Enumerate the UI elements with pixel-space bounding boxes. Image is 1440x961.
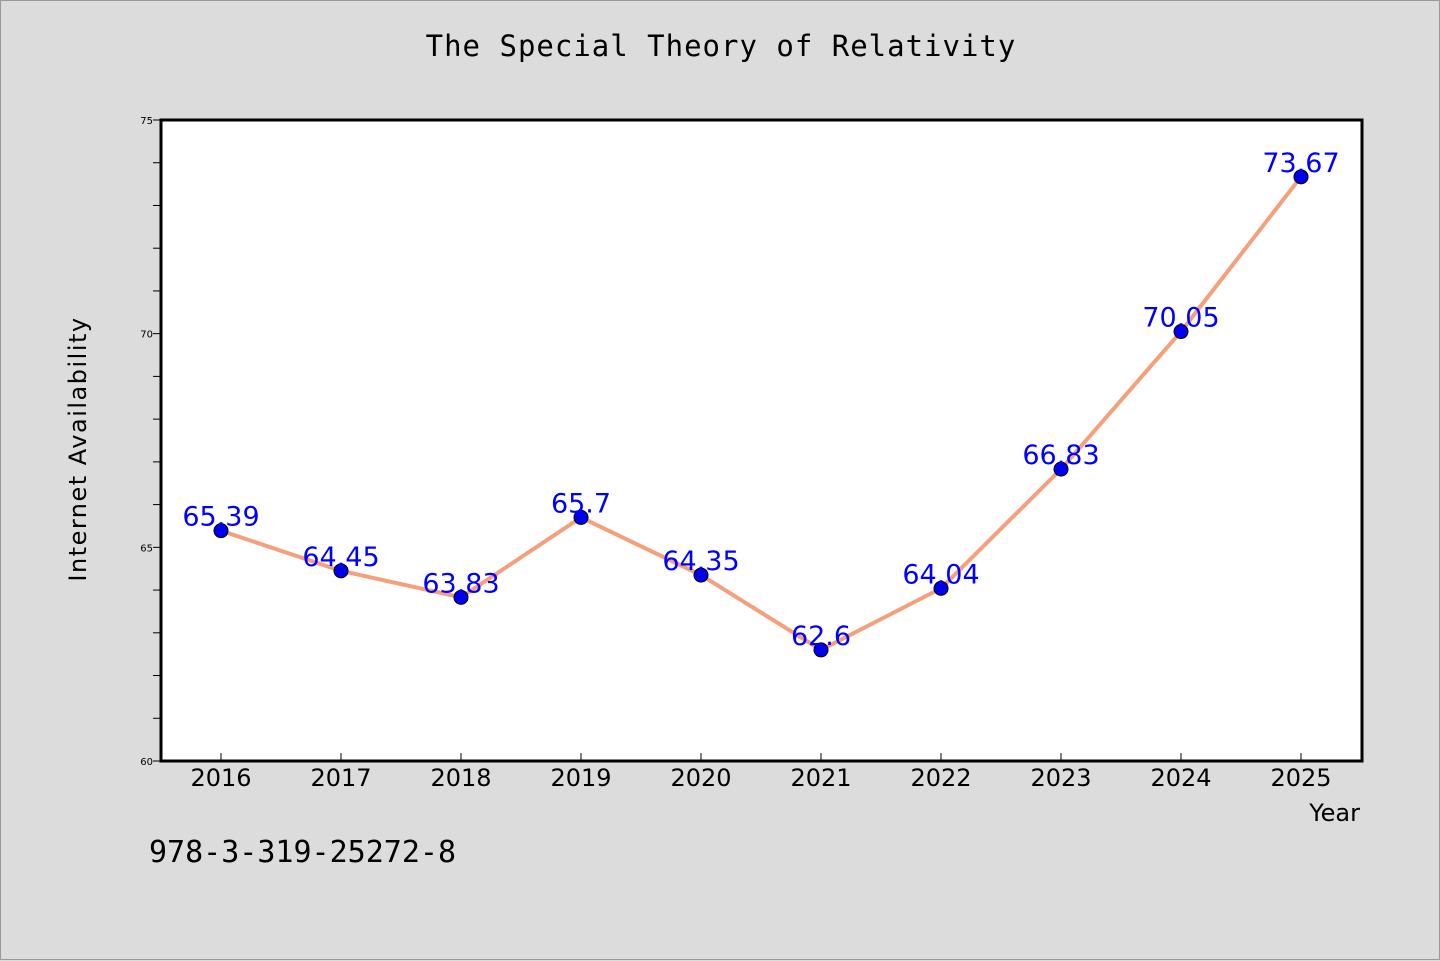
y-tick-label: 75 — [140, 116, 153, 127]
data-point — [213, 523, 229, 539]
x-tick-label: 2020 — [670, 764, 731, 792]
x-tick-label: 2019 — [550, 764, 611, 792]
data-point — [333, 563, 349, 579]
data-label: 65.7 — [551, 488, 611, 519]
x-axis-label: Year — [1308, 799, 1360, 827]
data-label: 73.67 — [1262, 148, 1339, 179]
series-line — [219, 174, 1303, 652]
x-tick-label: 2017 — [310, 764, 371, 792]
y-axis-label: Internet Availability — [64, 316, 92, 581]
data-point — [1053, 461, 1069, 477]
y-tick-label: 65 — [140, 543, 153, 554]
data-label: 65.39 — [182, 502, 259, 533]
data-point — [813, 642, 829, 658]
data-point — [1173, 324, 1189, 340]
chart-title: The Special Theory of Relativity — [425, 29, 1017, 63]
x-tick-label: 2025 — [1270, 764, 1331, 792]
data-label: 64.35 — [662, 546, 739, 577]
data-label: 64.04 — [902, 559, 979, 590]
isbn-text: 978-3-319-25272-8 — [149, 835, 457, 870]
x-tick-label: 2016 — [190, 764, 251, 792]
x-tick-label: 2021 — [790, 764, 851, 792]
data-label: 62.6 — [791, 621, 851, 652]
data-point — [1293, 169, 1309, 185]
data-label: 63.83 — [422, 568, 499, 599]
data-label: 66.83 — [1022, 440, 1099, 471]
data-point — [453, 589, 469, 605]
data-point — [573, 509, 589, 525]
y-tick-label: 60 — [140, 757, 153, 768]
x-tick-label: 2022 — [910, 764, 971, 792]
x-tick-label: 2024 — [1150, 764, 1211, 792]
data-label: 64.45 — [302, 542, 379, 573]
x-tick-label: 2018 — [430, 764, 491, 792]
data-label: 70.05 — [1142, 303, 1219, 334]
y-tick-label: 70 — [140, 330, 153, 341]
plot-area — [159, 118, 1364, 763]
x-tick-label: 2023 — [1030, 764, 1091, 792]
data-point — [933, 580, 949, 596]
data-point — [693, 567, 709, 583]
